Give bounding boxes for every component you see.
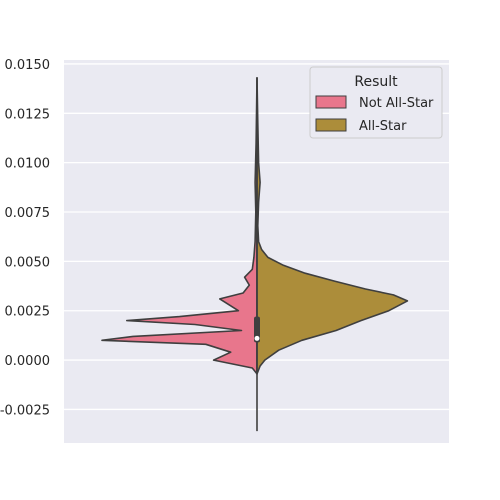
- y-tick-label: 0.0000: [5, 354, 51, 369]
- y-tick-label: 0.0100: [5, 157, 51, 172]
- legend-swatch: [315, 95, 347, 109]
- legend: Result Not All-Star All-Star: [309, 66, 443, 139]
- legend-swatch: [315, 118, 347, 132]
- y-tick-label: -0.0025: [0, 403, 50, 418]
- median-marker: [254, 335, 260, 341]
- y-tick-label: 0.0075: [5, 206, 51, 221]
- y-tick-label: 0.0125: [5, 107, 51, 122]
- y-tick-label: 0.0025: [5, 305, 51, 320]
- iqr-box: [254, 316, 260, 343]
- y-tick-labels: -0.0025 0.0000 0.0025 0.0050 0.0075 0.0100 0.0…: [0, 58, 50, 418]
- inner-box-plot: [254, 77, 260, 432]
- legend-label: Not All-Star: [359, 96, 434, 111]
- violin-half-left: [101, 76, 258, 375]
- violin-half-right: [256, 76, 409, 375]
- legend-label: All-Star: [359, 119, 407, 134]
- y-tick-label: 0.0150: [5, 58, 51, 73]
- violins: [101, 76, 409, 375]
- y-tick-label: 0.0050: [5, 255, 51, 270]
- legend-title: Result: [354, 74, 398, 90]
